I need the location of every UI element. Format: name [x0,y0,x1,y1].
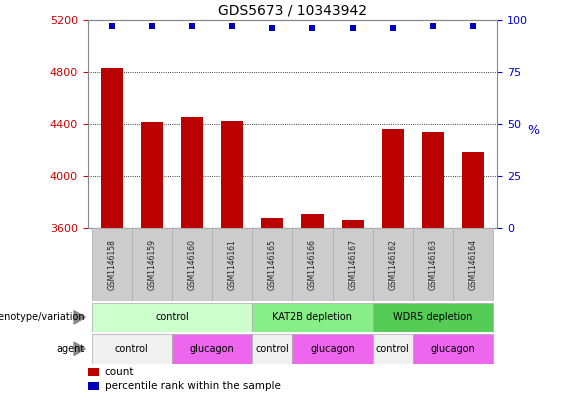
Title: GDS5673 / 10343942: GDS5673 / 10343942 [218,3,367,17]
Point [468,23,477,29]
Text: WDR5 depletion: WDR5 depletion [393,312,473,322]
Text: count: count [105,367,134,377]
Point [188,23,197,29]
Bar [132,228,172,301]
Bar [181,117,203,228]
Point [388,25,397,31]
Text: GSM1146159: GSM1146159 [147,239,157,290]
Text: GSM1146165: GSM1146165 [268,239,277,290]
Text: GSM1146160: GSM1146160 [188,239,197,290]
Point [268,25,277,31]
Bar [382,129,404,228]
Text: GSM1146158: GSM1146158 [107,239,116,290]
Bar [333,228,373,301]
Bar [293,334,373,364]
Y-axis label: %: % [528,124,540,137]
Polygon shape [74,342,85,356]
Text: GSM1146163: GSM1146163 [428,239,437,290]
Text: GSM1146161: GSM1146161 [228,239,237,290]
Text: glucagon: glucagon [431,344,475,354]
Point [308,25,317,31]
Bar [373,334,413,364]
Bar [92,303,252,332]
Text: control: control [376,344,410,354]
Bar [252,228,293,301]
Bar [92,228,132,301]
Text: GSM1146162: GSM1146162 [388,239,397,290]
Text: glucagon: glucagon [310,344,355,354]
Bar [261,217,284,228]
Bar [413,334,493,364]
Text: percentile rank within the sample: percentile rank within the sample [105,381,281,391]
Text: control: control [115,344,149,354]
Bar [101,68,123,228]
Bar [462,152,484,228]
Polygon shape [74,310,85,324]
Text: control: control [255,344,289,354]
Bar [422,132,444,228]
Text: glucagon: glucagon [190,344,234,354]
Bar [252,334,293,364]
Bar [212,228,252,301]
Bar [373,228,413,301]
Bar [141,123,163,228]
Text: GSM1146164: GSM1146164 [468,239,477,290]
Bar [301,214,324,228]
Bar [252,303,373,332]
Point [348,25,357,31]
Text: GSM1146166: GSM1146166 [308,239,317,290]
Text: control: control [155,312,189,322]
Text: KAT2B depletion: KAT2B depletion [272,312,353,322]
Text: agent: agent [56,344,85,354]
Bar [221,121,243,228]
Bar [342,220,364,228]
Point [228,23,237,29]
Text: GSM1146167: GSM1146167 [348,239,357,290]
Point [147,23,157,29]
Bar [172,334,252,364]
Bar [92,334,172,364]
Bar [172,228,212,301]
Bar [88,382,99,390]
Bar [88,368,99,376]
Bar [413,228,453,301]
Bar [373,303,493,332]
Text: genotype/variation: genotype/variation [0,312,85,322]
Point [107,23,116,29]
Bar [293,228,333,301]
Bar [453,228,493,301]
Point [428,23,437,29]
